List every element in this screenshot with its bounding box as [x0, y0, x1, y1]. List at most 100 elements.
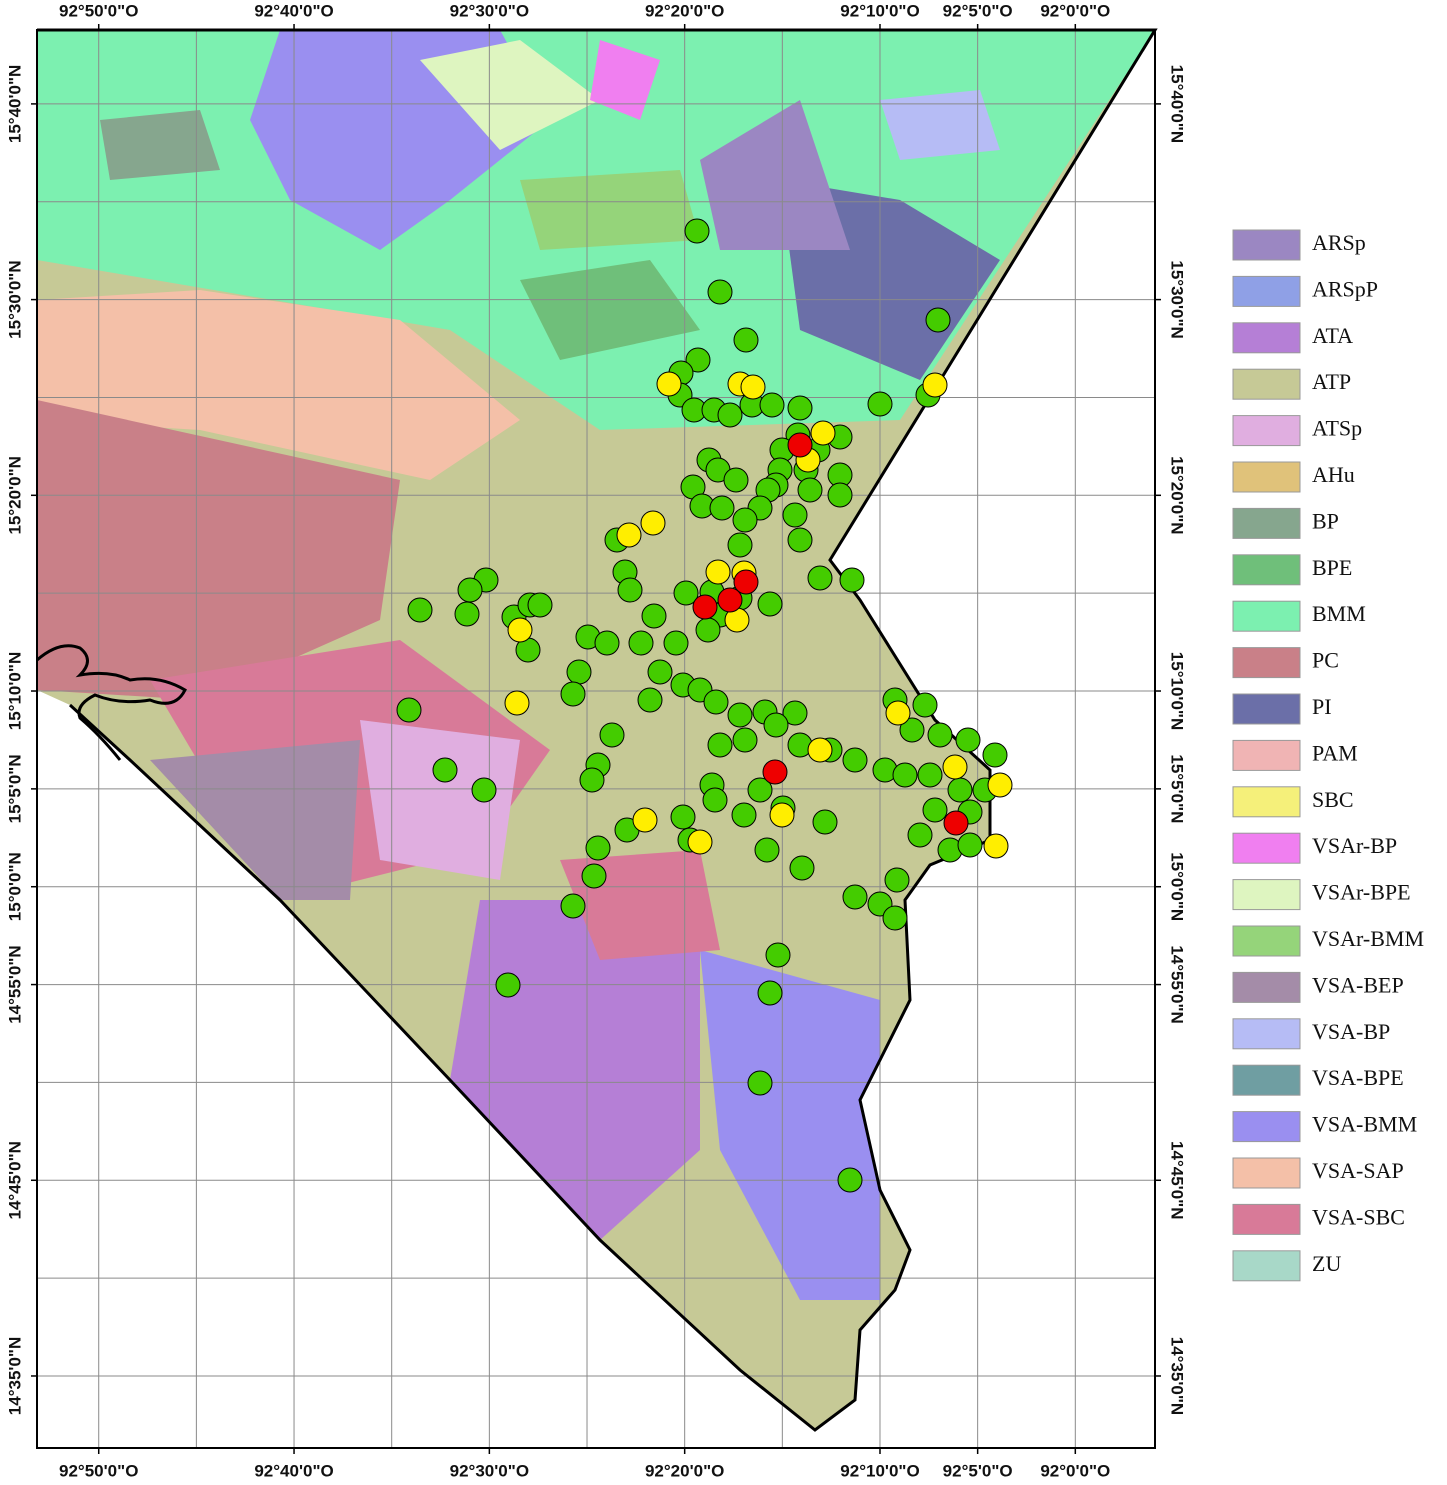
sample-point — [763, 712, 789, 738]
legend-swatch — [1232, 368, 1301, 400]
y-tick-label: 15°0'0"N — [5, 852, 24, 921]
legend-swatch — [1232, 275, 1301, 307]
legend-label: VSAr-BPE — [1312, 880, 1411, 905]
sample-point — [560, 893, 586, 919]
legend-swatch — [1232, 693, 1301, 725]
sample-point — [867, 391, 893, 417]
sample-point — [922, 797, 948, 823]
sample-point — [703, 689, 729, 715]
x-tick-label: 92°50'0"O — [59, 1, 138, 20]
sample-point — [457, 577, 483, 603]
sample-point — [907, 822, 933, 848]
sample-point — [731, 802, 757, 828]
sample-point — [899, 717, 925, 743]
legend-label: ATA — [1312, 323, 1353, 348]
legend-swatch — [1232, 925, 1301, 957]
sample-point — [757, 591, 783, 617]
x-tick-label: 92°30'0"O — [450, 1, 529, 20]
lagoon-outline — [36, 644, 187, 761]
legend-swatch — [1232, 879, 1301, 911]
sample-point — [884, 867, 910, 893]
legend-label: ATP — [1312, 369, 1351, 394]
sample-point — [640, 510, 666, 536]
x-tick-label: 92°40'0"O — [254, 1461, 333, 1480]
sample-point — [527, 592, 553, 618]
legend-swatch — [1232, 1018, 1301, 1050]
y-tick-label: 15°20'0"N — [5, 456, 24, 534]
sample-point — [842, 747, 868, 773]
sample-point — [942, 754, 968, 780]
sample-point — [947, 777, 973, 803]
sample-point — [797, 477, 823, 503]
y-tick-label: 14°45'0"N — [1168, 1141, 1187, 1219]
sample-point — [762, 759, 788, 785]
sample-point — [504, 690, 530, 716]
sample-point — [684, 218, 710, 244]
sample-point — [707, 732, 733, 758]
sample-point — [670, 804, 696, 830]
sample-point — [641, 603, 667, 629]
sample-point — [754, 837, 780, 863]
legend-swatch — [1232, 832, 1301, 864]
sample-point — [705, 559, 731, 585]
y-tick-label: 14°35'0"N — [1168, 1337, 1187, 1415]
sample-point — [983, 833, 1009, 859]
x-tick-label: 92°30'0"O — [450, 1461, 529, 1480]
sample-point — [759, 392, 785, 418]
y-tick-label: 15°40'0"N — [5, 65, 24, 143]
legend-label: ATSp — [1312, 416, 1362, 441]
legend: ARSp ARSpP ATA ATP ATSp AHu BP BPE BMM PC PI PAM SBC… — [1232, 229, 1424, 1282]
x-tick-label: 92°0'0"O — [1040, 1461, 1110, 1480]
sample-point — [787, 527, 813, 553]
legend-swatch — [1232, 786, 1301, 818]
sample-point — [747, 1070, 773, 1096]
y-tick-label: 15°10'0"N — [1168, 652, 1187, 730]
sample-point — [656, 371, 682, 397]
legend-swatch — [1232, 600, 1301, 632]
sample-point — [912, 692, 938, 718]
sample-point — [566, 659, 592, 685]
y-tick-label: 14°35'0"N — [5, 1337, 24, 1415]
y-tick-label: 15°5'0"N — [5, 754, 24, 823]
sample-point — [695, 617, 721, 643]
legend-label: PI — [1312, 694, 1332, 719]
sample-point — [732, 727, 758, 753]
x-tick-label: 92°40'0"O — [254, 1, 333, 20]
y-tick-label: 14°55'0"N — [1168, 945, 1187, 1023]
sample-point — [769, 802, 795, 828]
sample-point — [885, 700, 911, 726]
sample-point — [471, 777, 497, 803]
sample-point — [495, 972, 521, 998]
legend-label: VSAr-BP — [1312, 833, 1397, 858]
sample-point — [685, 347, 711, 373]
sample-point — [396, 697, 422, 723]
sample-point — [810, 420, 836, 446]
sample-point — [579, 767, 605, 793]
sample-point — [733, 327, 759, 353]
legend-label: BP — [1312, 508, 1339, 533]
sample-point — [807, 737, 833, 763]
sample-point — [581, 863, 607, 889]
legend-label: AHu — [1312, 462, 1355, 487]
sample-point — [807, 565, 833, 591]
y-tick-label: 15°0'0"N — [1168, 852, 1187, 921]
sample-point — [454, 601, 480, 627]
sample-point — [407, 597, 433, 623]
sample-point — [632, 807, 658, 833]
legend-label: ARSp — [1312, 230, 1366, 255]
legend-swatch — [1232, 1203, 1301, 1235]
sample-point — [709, 495, 735, 521]
sample-point — [628, 630, 654, 656]
sample-point — [717, 587, 743, 613]
sample-point — [787, 432, 813, 458]
sample-point — [616, 522, 642, 548]
sample-points — [396, 218, 1013, 1193]
x-tick-label: 92°5'0"O — [943, 1461, 1013, 1480]
sample-point — [955, 727, 981, 753]
sample-point — [782, 502, 808, 528]
sample-point — [787, 395, 813, 421]
y-tick-label: 15°5'0"N — [1168, 754, 1187, 823]
sample-point — [789, 855, 815, 881]
legend-swatch — [1232, 554, 1301, 586]
